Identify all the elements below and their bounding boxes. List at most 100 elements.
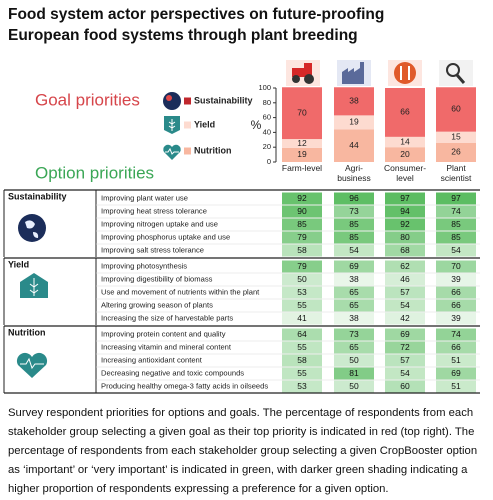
cell-shade [436, 244, 476, 257]
cell-value: 64 [297, 329, 307, 339]
cell-value: 79 [297, 261, 307, 271]
cell-value: 85 [451, 219, 461, 229]
option-label: Improving photosynthesis [101, 262, 187, 271]
cell-value: 73 [349, 329, 359, 339]
cell-shade [282, 231, 322, 244]
category-label: Agri-business [337, 163, 371, 183]
cell-shade [334, 341, 374, 354]
cell-shade [282, 260, 322, 273]
y-tick-label: 60 [263, 113, 271, 122]
cell-value: 39 [451, 274, 461, 284]
cell-shade [282, 244, 322, 257]
cell-value: 38 [349, 313, 359, 323]
cell-shade [334, 218, 374, 231]
bar-segment [334, 129, 374, 162]
goal-heading: Goal priorities [35, 90, 140, 109]
bar-segment [385, 88, 425, 137]
cell-value: 55 [297, 342, 307, 352]
cell-shade [334, 273, 374, 286]
cell-value: 85 [349, 232, 359, 242]
category-label: Farm-level [281, 163, 323, 173]
cell-value: 72 [400, 342, 410, 352]
cell-shade [385, 312, 425, 325]
cell-shade [436, 354, 476, 367]
cell-shade [334, 312, 374, 325]
cell-shade [436, 218, 476, 231]
cell-value: 41 [297, 313, 307, 323]
cell-value: 70 [451, 261, 461, 271]
cell-shade [436, 312, 476, 325]
cell-value: 66 [451, 287, 461, 297]
cell-shade [385, 273, 425, 286]
cell-shade [436, 286, 476, 299]
cell-shade [436, 341, 476, 354]
cell-value: 53 [297, 381, 307, 391]
cell-shade [385, 231, 425, 244]
cell-shade [385, 380, 425, 393]
y-tick-label: 40 [263, 127, 271, 136]
option-heading: Option priorities [35, 163, 154, 182]
cell-value: 51 [451, 381, 461, 391]
option-label: Increasing the size of harvestable parts [101, 314, 233, 323]
cell-shade [436, 328, 476, 341]
cell-shade [282, 205, 322, 218]
cell-value: 68 [400, 245, 410, 255]
cell-shade [282, 354, 322, 367]
cell-shade [385, 286, 425, 299]
group-name: Sustainability [8, 191, 67, 201]
bar-segment [282, 139, 322, 148]
cell-shade [436, 231, 476, 244]
cell-shade [385, 341, 425, 354]
cell-shade [436, 192, 476, 205]
category-label: Plant scientist [440, 163, 472, 183]
cell-shade [385, 205, 425, 218]
bar-value-label: 19 [349, 117, 359, 127]
cell-value: 50 [297, 274, 307, 284]
option-label: Use and movement of nutrients within the… [101, 288, 260, 297]
cell-shade [282, 380, 322, 393]
bar-value-label: 70 [297, 107, 307, 117]
bar-segment [385, 147, 425, 162]
group-name: Yield [8, 259, 29, 269]
cell-value: 42 [400, 313, 410, 323]
legend-swatch [184, 147, 191, 155]
cell-value: 51 [451, 355, 461, 365]
option-label: Improving digestibility of biomass [101, 275, 213, 284]
cell-value: 69 [400, 329, 410, 339]
option-label: Producing healthy omega-3 fatty acids in… [101, 382, 268, 391]
cell-value: 57 [400, 355, 410, 365]
bar-value-label: 14 [400, 136, 410, 146]
option-label: Improving plant water use [101, 194, 188, 203]
option-label: Improving heat stress tolerance [101, 207, 207, 216]
cell-shade [334, 205, 374, 218]
bar-segment [334, 115, 374, 130]
cell-shade [334, 328, 374, 341]
y-tick-label: 100 [258, 83, 271, 92]
cell-shade [385, 328, 425, 341]
cell-shade [282, 218, 322, 231]
cell-value: 53 [297, 287, 307, 297]
cell-value: 69 [451, 368, 461, 378]
bar-segment [436, 131, 476, 143]
cell-shade [334, 380, 374, 393]
cell-shade [334, 354, 374, 367]
bar-value-label: 60 [451, 104, 461, 114]
cell-value: 92 [297, 193, 307, 203]
cell-shade [436, 205, 476, 218]
bar-value-label: 66 [400, 107, 410, 117]
legend-swatch [184, 97, 191, 105]
option-label: Improving phosphorus uptake and use [101, 233, 230, 242]
legend-icons [163, 92, 181, 160]
cell-value: 85 [451, 232, 461, 242]
cell-shade [385, 367, 425, 380]
bar-value-label: 26 [451, 147, 461, 157]
cell-shade [334, 192, 374, 205]
cell-value: 97 [451, 193, 461, 203]
cell-value: 79 [297, 232, 307, 242]
cell-value: 60 [400, 381, 410, 391]
cell-value: 55 [297, 368, 307, 378]
cell-shade [385, 299, 425, 312]
cell-value: 66 [451, 300, 461, 310]
option-label: Increasing vitamin and mineral content [101, 343, 232, 352]
